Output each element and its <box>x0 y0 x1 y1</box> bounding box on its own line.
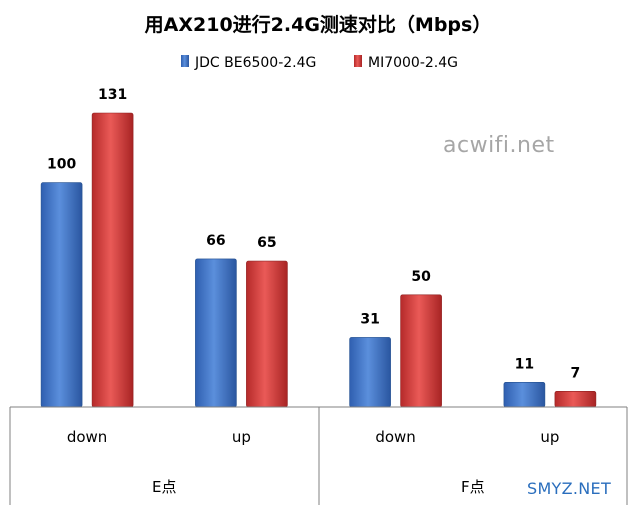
value-label-mi-1: 65 <box>257 235 276 251</box>
axis-labels-layer: down up down up E点 F点 <box>67 428 560 496</box>
bars-layer <box>40 112 597 408</box>
category-label-2: down <box>375 428 415 446</box>
legend-swatch-jdc <box>181 55 189 67</box>
value-label-jdc-3: 11 <box>515 356 534 372</box>
group-label-1: F点 <box>461 478 485 496</box>
value-label-mi-2: 50 <box>411 269 431 285</box>
bar-jdc-2 <box>349 337 391 408</box>
category-label-0: down <box>67 428 107 446</box>
chart-title: 用AX210进行2.4G测速对比（Mbps） <box>145 13 492 36</box>
legend-label-mi: MI7000-2.4G <box>368 55 458 71</box>
category-axis <box>9 406 628 505</box>
value-label-mi-3: 7 <box>571 365 581 381</box>
legend-swatch-mi <box>354 55 362 67</box>
category-label-1: up <box>232 428 251 446</box>
bar-mi-3 <box>554 390 597 408</box>
value-labels-layer: 100 131 66 65 31 50 11 7 <box>47 87 580 381</box>
value-label-jdc-1: 66 <box>206 233 225 249</box>
bar-mi-1 <box>246 260 288 408</box>
value-label-jdc-2: 31 <box>360 311 379 327</box>
value-label-mi-0: 131 <box>98 87 127 103</box>
value-label-jdc-0: 100 <box>47 157 76 173</box>
bar-mi-0 <box>91 112 134 408</box>
bar-jdc-0 <box>40 182 83 408</box>
group-label-0: E点 <box>152 478 176 496</box>
bar-jdc-3 <box>503 381 546 408</box>
bar-mi-2 <box>400 294 442 408</box>
legend: JDC BE6500-2.4G MI7000-2.4G <box>181 55 458 71</box>
category-label-3: up <box>540 428 559 446</box>
bar-jdc-1 <box>195 258 237 408</box>
legend-label-jdc: JDC BE6500-2.4G <box>194 55 316 71</box>
